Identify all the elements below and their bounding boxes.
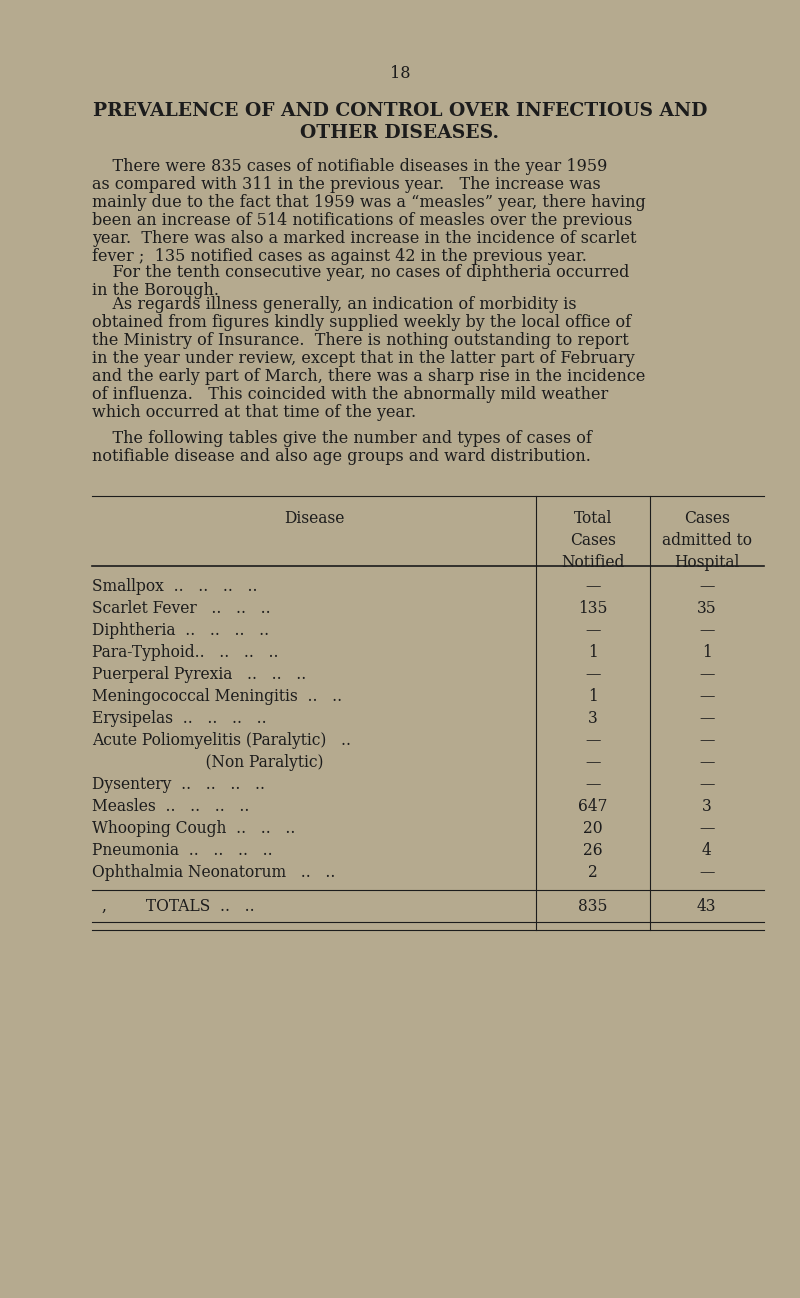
Text: —: — (585, 622, 601, 639)
Text: of influenza.   This coincided with the abnormally mild weather: of influenza. This coincided with the ab… (92, 386, 608, 402)
Text: —: — (699, 622, 714, 639)
Text: 2: 2 (588, 864, 598, 881)
Text: (Non Paralytic): (Non Paralytic) (147, 754, 323, 771)
Text: 3: 3 (588, 710, 598, 727)
Text: which occurred at that time of the year.: which occurred at that time of the year. (92, 404, 416, 421)
Text: 3: 3 (702, 798, 712, 815)
Text: —: — (699, 754, 714, 771)
Text: —: — (699, 578, 714, 594)
Text: —: — (585, 666, 601, 683)
Text: OTHER DISEASES.: OTHER DISEASES. (301, 125, 499, 141)
Text: fever ;  135 notified cases as against 42 in the previous year.: fever ; 135 notified cases as against 42… (92, 248, 587, 265)
Text: —: — (699, 864, 714, 881)
Text: ,        TOTALS  ..   ..: , TOTALS .. .. (102, 898, 254, 915)
Text: Erysipelas  ..   ..   ..   ..: Erysipelas .. .. .. .. (92, 710, 266, 727)
Text: been an increase of 514 notifications of measles over the previous: been an increase of 514 notifications of… (92, 212, 632, 228)
Text: Whooping Cough  ..   ..   ..: Whooping Cough .. .. .. (92, 820, 295, 837)
Text: Ophthalmia Neonatorum   ..   ..: Ophthalmia Neonatorum .. .. (92, 864, 335, 881)
Text: 647: 647 (578, 798, 607, 815)
Text: For the tenth consecutive year, no cases of diphtheria occurred: For the tenth consecutive year, no cases… (92, 263, 630, 280)
Text: —: — (699, 820, 714, 837)
Text: the Ministry of Insurance.  There is nothing outstanding to report: the Ministry of Insurance. There is noth… (92, 332, 629, 349)
Text: 18: 18 (390, 65, 410, 82)
Text: 4: 4 (702, 842, 712, 859)
Text: 43: 43 (697, 898, 717, 915)
Text: and the early part of March, there was a sharp rise in the incidence: and the early part of March, there was a… (92, 369, 646, 386)
Text: Smallpox  ..   ..   ..   ..: Smallpox .. .. .. .. (92, 578, 258, 594)
Text: 35: 35 (697, 600, 717, 617)
Text: Puerperal Pyrexia   ..   ..   ..: Puerperal Pyrexia .. .. .. (92, 666, 306, 683)
Text: The following tables give the number and types of cases of: The following tables give the number and… (92, 430, 592, 447)
Text: Measles  ..   ..   ..   ..: Measles .. .. .. .. (92, 798, 250, 815)
Text: Pneumonia  ..   ..   ..   ..: Pneumonia .. .. .. .. (92, 842, 273, 859)
Text: Disease: Disease (284, 510, 344, 527)
Text: —: — (699, 710, 714, 727)
Text: Para-Typhoid..   ..   ..   ..: Para-Typhoid.. .. .. .. (92, 644, 278, 661)
Text: Scarlet Fever   ..   ..   ..: Scarlet Fever .. .. .. (92, 600, 270, 617)
Text: Total
Cases
Notified: Total Cases Notified (561, 510, 625, 571)
Text: Cases
admitted to
Hospital: Cases admitted to Hospital (662, 510, 752, 571)
Text: —: — (585, 776, 601, 793)
Text: 135: 135 (578, 600, 607, 617)
Text: in the Borough.: in the Borough. (92, 282, 219, 299)
Text: 1: 1 (588, 644, 598, 661)
Text: notifiable disease and also age groups and ward distribution.: notifiable disease and also age groups a… (92, 448, 591, 465)
Text: —: — (585, 732, 601, 749)
Text: Acute Poliomyelitis (Paralytic)   ..: Acute Poliomyelitis (Paralytic) .. (92, 732, 351, 749)
Text: mainly due to the fact that 1959 was a “measles” year, there having: mainly due to the fact that 1959 was a “… (92, 193, 646, 212)
Text: 20: 20 (583, 820, 602, 837)
Text: 1: 1 (588, 688, 598, 705)
Text: Meningococcal Meningitis  ..   ..: Meningococcal Meningitis .. .. (92, 688, 342, 705)
Text: Diphtheria  ..   ..   ..   ..: Diphtheria .. .. .. .. (92, 622, 269, 639)
Text: —: — (699, 776, 714, 793)
Text: —: — (699, 732, 714, 749)
Text: in the year under review, except that in the latter part of February: in the year under review, except that in… (92, 350, 634, 367)
Text: 835: 835 (578, 898, 607, 915)
Text: as compared with 311 in the previous year.   The increase was: as compared with 311 in the previous yea… (92, 177, 601, 193)
Text: Dysentery  ..   ..   ..   ..: Dysentery .. .. .. .. (92, 776, 265, 793)
Text: —: — (699, 688, 714, 705)
Text: —: — (585, 754, 601, 771)
Text: obtained from figures kindly supplied weekly by the local office of: obtained from figures kindly supplied we… (92, 314, 631, 331)
Text: PREVALENCE OF AND CONTROL OVER INFECTIOUS AND: PREVALENCE OF AND CONTROL OVER INFECTIOU… (93, 103, 707, 119)
Text: As regards illness generally, an indication of morbidity is: As regards illness generally, an indicat… (92, 296, 577, 313)
Text: —: — (699, 666, 714, 683)
Text: 26: 26 (583, 842, 602, 859)
Text: year.  There was also a marked increase in the incidence of scarlet: year. There was also a marked increase i… (92, 230, 637, 247)
Text: There were 835 cases of notifiable diseases in the year 1959: There were 835 cases of notifiable disea… (92, 158, 607, 175)
Text: —: — (585, 578, 601, 594)
Text: 1: 1 (702, 644, 712, 661)
